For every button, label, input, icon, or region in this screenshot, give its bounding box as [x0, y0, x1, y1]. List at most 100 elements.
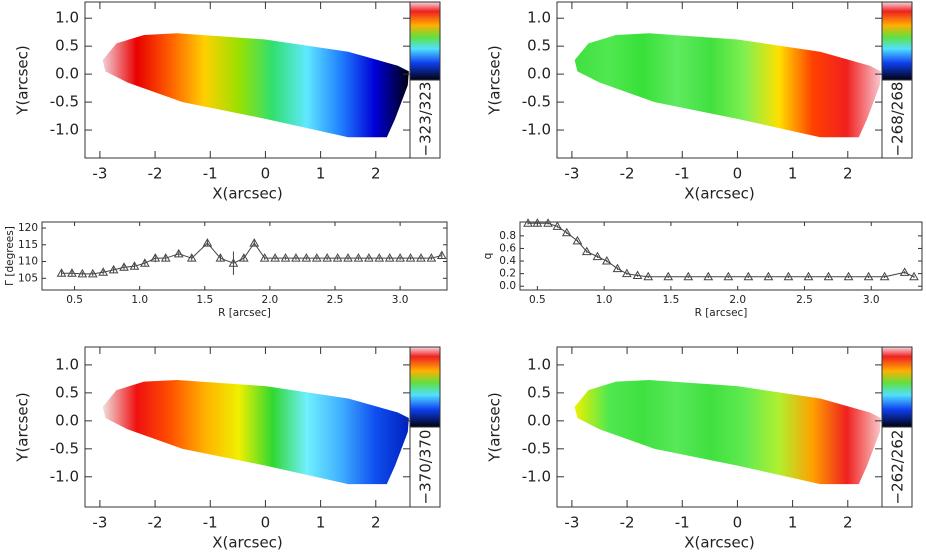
data-point: [259, 253, 270, 262]
data-point: [723, 271, 734, 281]
data-point: [823, 271, 834, 281]
data-point: [783, 271, 794, 281]
data-point: [129, 261, 140, 270]
x-axis-label: X(arcsec): [684, 534, 755, 552]
colorbar: [409, 1, 441, 81]
x-axis-label: X(arcsec): [684, 185, 755, 203]
x-tick-label: 3.0: [392, 294, 409, 306]
x-axis-label: X(arcsec): [212, 185, 283, 203]
y-tick-label: 110: [18, 256, 38, 268]
data-point: [879, 271, 890, 281]
data-point: [532, 218, 543, 227]
velocity-field: [102, 33, 409, 138]
x-tick-label: 3.0: [863, 294, 880, 306]
data-point: [311, 253, 322, 262]
y-tick-label: 0.0: [55, 65, 79, 83]
y-tick-label: 0.5: [55, 383, 79, 401]
colorbar: [881, 346, 913, 428]
x-tick-label: 2.5: [327, 294, 344, 306]
y-axis-label: Y(arcsec): [486, 392, 504, 462]
data-point: [150, 253, 161, 262]
x-tick-label: 1: [316, 514, 326, 532]
y-axis-label: Y(arcsec): [486, 45, 504, 115]
y-tick-label: 0.6: [499, 242, 516, 254]
y-tick-label: 0.0: [55, 411, 79, 429]
colorbar-label: −262/262: [889, 430, 907, 505]
x-tick-label: 2.5: [796, 294, 813, 306]
x-tick-label: 1.5: [196, 294, 213, 306]
x-tick-label: 0: [733, 514, 743, 532]
panel: −323/323 -3 -2 -1 0 1 2 1.0 0.5 0.0 -0.5 -1.0 X(arcs…: [14, 1, 441, 203]
data-point: [543, 218, 553, 227]
x-tick-label: 0.5: [529, 294, 546, 306]
data-point: [228, 258, 239, 267]
data-point: [601, 256, 612, 265]
x-tick-label: 2: [843, 514, 853, 532]
data-point: [280, 253, 291, 262]
data-point: [743, 271, 754, 281]
data-point: [108, 264, 119, 274]
data-point: [909, 271, 919, 281]
plot-frame: [556, 1, 883, 159]
data-point: [301, 253, 312, 262]
data-point: [364, 253, 374, 262]
data-point: [374, 253, 385, 262]
data-point: [426, 253, 437, 262]
y-axis-label: q: [482, 253, 494, 260]
y-tick-label: -0.5: [50, 93, 79, 111]
x-tick-label: 1: [788, 514, 798, 532]
x-tick-label: 2: [843, 165, 853, 183]
data-point: [186, 253, 197, 262]
data-point: [612, 263, 623, 273]
x-tick-label: -2: [148, 165, 163, 183]
y-tick-label: 0.5: [527, 37, 551, 55]
y-tick-label: -0.5: [522, 93, 551, 111]
x-tick-label: 0: [261, 514, 271, 532]
x-tick-label: 1: [788, 165, 798, 183]
data-point: [663, 271, 674, 281]
y-tick-label: 0.8: [499, 230, 516, 242]
data-point: [592, 251, 603, 261]
y-tick-label: 115: [18, 239, 38, 251]
plot-frame: [556, 346, 883, 508]
x-tick-label: 0: [733, 165, 743, 183]
data-point: [249, 238, 260, 247]
y-tick-label: 0.5: [527, 383, 551, 401]
data-point: [899, 267, 910, 276]
x-tick-label: -2: [620, 514, 635, 532]
velocity-field: [102, 380, 409, 485]
x-tick-label: 1.0: [596, 294, 613, 306]
x-tick-label: -1: [675, 514, 690, 532]
plot-frame: [84, 1, 411, 159]
data-point: [561, 227, 572, 237]
velocity-field: [574, 380, 881, 485]
y-tick-label: -0.5: [522, 439, 551, 457]
x-tick-label: -3: [92, 165, 107, 183]
plot-frame: [519, 221, 923, 291]
data-point: [173, 248, 184, 258]
x-tick-label: -1: [203, 165, 218, 183]
colorbar: [409, 346, 441, 428]
data-point: [416, 253, 426, 262]
panel: −370/370 -3 -2 -1 0 1 2 1.0 0.5 0.0 -0.5 -1.0 X(arcs…: [14, 346, 441, 552]
colorbar-label-box: [409, 79, 441, 159]
x-tick-label: -3: [564, 514, 579, 532]
y-tick-label: -1.0: [50, 467, 79, 485]
y-tick-label: 0.0: [499, 280, 516, 292]
data-point: [238, 253, 249, 262]
y-tick-label: 1.0: [55, 9, 79, 27]
data-point: [703, 271, 714, 281]
colorbar: [881, 1, 913, 81]
data-point: [683, 271, 694, 281]
data-point: [803, 271, 814, 281]
y-axis-label: Y(arcsec): [14, 392, 32, 462]
colorbar-label-box: [409, 426, 441, 508]
data-point: [332, 253, 343, 262]
x-tick-label: 1.5: [663, 294, 680, 306]
y-tick-label: -1.0: [522, 121, 551, 139]
profile-line: [61, 242, 442, 275]
data-point: [395, 253, 405, 262]
y-axis-label: Y(arcsec): [14, 45, 32, 115]
data-point: [270, 253, 280, 262]
data-point: [322, 253, 333, 262]
